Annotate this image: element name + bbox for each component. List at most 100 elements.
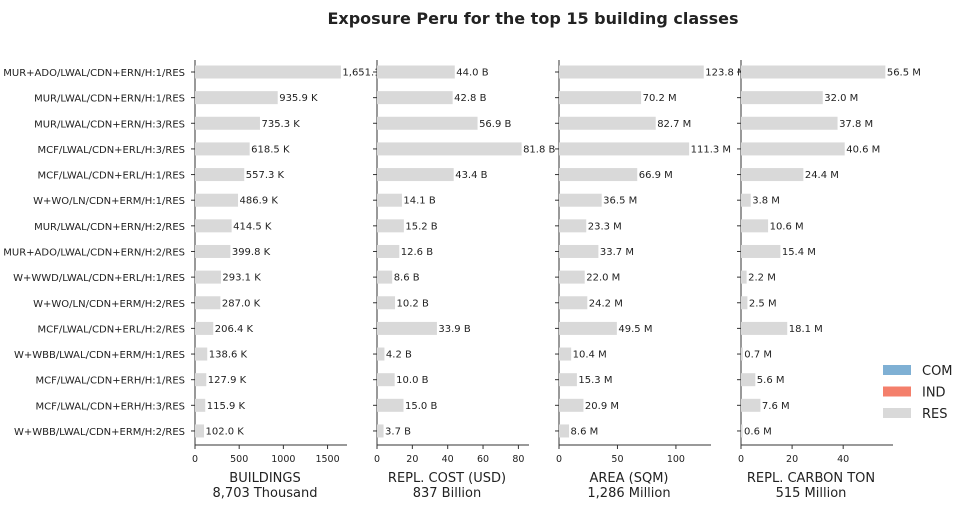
bar-value-label: 43.4 B bbox=[455, 170, 487, 181]
category-label: MUR+ADO/LWAL/CDN+ERN/H:2/RES bbox=[3, 247, 185, 258]
bar bbox=[377, 193, 402, 207]
bar-value-label: 15.3 M bbox=[578, 375, 612, 386]
category-label: MCF/LWAL/CDN+ERL/H:1/RES bbox=[38, 171, 186, 182]
bar bbox=[741, 65, 886, 79]
x-axis-label: AREA (SQM) bbox=[589, 471, 668, 486]
bar-value-label: 5.6 M bbox=[757, 375, 785, 386]
chart-legend: COM IND RES bbox=[883, 364, 953, 422]
bar bbox=[377, 373, 395, 387]
category-label: MUR+ADO/LWAL/CDN+ERN/H:1/RES bbox=[3, 68, 185, 79]
bar bbox=[195, 168, 245, 182]
category-label: MUR/LWAL/CDN+ERN/H:3/RES bbox=[34, 119, 185, 130]
legend-item: RES bbox=[883, 407, 948, 422]
bar-value-label: 10.4 M bbox=[573, 350, 607, 361]
legend-swatch bbox=[883, 386, 911, 397]
bar-value-label: 293.1 K bbox=[222, 273, 261, 284]
category-label: MUR/LWAL/CDN+ERN/H:2/RES bbox=[34, 222, 185, 233]
bar-value-label: 18.1 M bbox=[789, 324, 823, 335]
x-tick-label: 60 bbox=[477, 454, 489, 465]
x-tick-label: 0 bbox=[374, 454, 380, 465]
bar-value-label: 33.9 B bbox=[438, 324, 470, 335]
x-axis-label: REPL. COST (USD) bbox=[388, 471, 506, 486]
bar-value-label: 14.1 B bbox=[403, 196, 435, 207]
bar bbox=[377, 168, 454, 182]
bar-value-label: 2.5 M bbox=[749, 298, 777, 309]
bar bbox=[559, 270, 585, 284]
bar-value-label: 7.6 M bbox=[762, 401, 790, 412]
bar-value-label: 66.9 M bbox=[639, 170, 673, 181]
bar bbox=[195, 116, 260, 130]
bar bbox=[195, 65, 341, 79]
bar bbox=[559, 142, 690, 156]
bar bbox=[559, 91, 642, 105]
bar bbox=[377, 244, 400, 258]
bar bbox=[741, 91, 823, 105]
legend-item: COM bbox=[883, 364, 953, 379]
bar bbox=[559, 296, 588, 310]
bar bbox=[741, 219, 769, 233]
bar-value-label: 0.7 M bbox=[744, 350, 772, 361]
x-axis-total: 8,703 Thousand bbox=[213, 486, 318, 501]
bar-value-label: 935.9 K bbox=[279, 93, 318, 104]
bar-value-label: 3.8 M bbox=[752, 196, 780, 207]
category-label: W+WWD/LWAL/CDN+ERL/H:1/RES bbox=[13, 273, 185, 284]
bar bbox=[195, 373, 207, 387]
category-label: MCF/LWAL/CDN+ERH/H:1/RES bbox=[36, 376, 185, 387]
bar-value-label: 81.8 B bbox=[523, 144, 555, 155]
bar-value-label: 10.0 B bbox=[396, 375, 428, 386]
panel-3: 123.8 M 70.2 M 82.7 M 111.3 M 66.9 M 36.5 M 23… bbox=[555, 60, 746, 501]
bar-value-label: 33.7 M bbox=[600, 247, 634, 258]
panel-4: 56.5 M 32.0 M 37.8 M 40.6 M 24.4 M 3.8 M 10.6 … bbox=[737, 60, 921, 501]
panel-1: 1,651.1 935.9 K 735.3 K 618.5 K 557.3 K 486.9… bbox=[191, 60, 381, 501]
bar-value-label: 414.5 K bbox=[233, 221, 272, 232]
bar bbox=[377, 65, 455, 79]
bar-value-label: 32.0 M bbox=[824, 93, 858, 104]
bar-value-label: 486.9 K bbox=[240, 196, 279, 207]
bar-value-label: 0.6 M bbox=[744, 426, 772, 437]
bar-value-label: 102.0 K bbox=[206, 426, 245, 437]
bar bbox=[377, 91, 453, 105]
bar bbox=[741, 270, 747, 284]
category-label: W+WO/LN/CDN+ERM/H:1/RES bbox=[33, 196, 185, 207]
bar-value-label: 82.7 M bbox=[657, 119, 691, 130]
bar-value-label: 2.2 M bbox=[748, 273, 776, 284]
bar bbox=[377, 321, 437, 335]
bar-value-label: 12.6 B bbox=[401, 247, 433, 258]
bar bbox=[559, 347, 572, 361]
category-label: W+WBB/LWAL/CDN+ERM/H:1/RES bbox=[14, 350, 185, 361]
bar bbox=[377, 398, 404, 412]
bar-value-label: 111.3 M bbox=[691, 144, 731, 155]
x-tick-label: 100 bbox=[667, 454, 685, 465]
bar-value-label: 23.3 M bbox=[588, 221, 622, 232]
x-axis-total: 1,286 Million bbox=[587, 486, 670, 501]
bar bbox=[559, 193, 602, 207]
bar-value-label: 10.2 B bbox=[397, 298, 429, 309]
bar bbox=[377, 270, 393, 284]
bar bbox=[559, 116, 656, 130]
bar-value-label: 56.9 B bbox=[479, 119, 511, 130]
bar-value-label: 127.9 K bbox=[208, 375, 247, 386]
bar bbox=[377, 142, 522, 156]
bar-value-label: 15.0 B bbox=[405, 401, 437, 412]
bar-value-label: 3.7 B bbox=[385, 426, 411, 437]
panel-2: 44.0 B 42.8 B 56.9 B 81.8 B 43.4 B 14.1 B 15.2… bbox=[373, 60, 556, 501]
bar-value-label: 8.6 M bbox=[571, 426, 599, 437]
bar bbox=[195, 296, 221, 310]
bar-value-label: 24.4 M bbox=[805, 170, 839, 181]
bar bbox=[741, 347, 743, 361]
legend-label: IND bbox=[922, 386, 946, 401]
bar-value-label: 115.9 K bbox=[207, 401, 246, 412]
bar-value-label: 618.5 K bbox=[251, 144, 290, 155]
bar bbox=[559, 65, 704, 79]
bar-value-label: 42.8 B bbox=[454, 93, 486, 104]
x-axis-label: BUILDINGS bbox=[229, 471, 300, 486]
bar bbox=[741, 142, 845, 156]
bar bbox=[195, 347, 208, 361]
x-tick-label: 80 bbox=[512, 454, 524, 465]
category-label: W+WBB/LWAL/CDN+ERM/H:2/RES bbox=[14, 427, 185, 438]
bar-value-label: 36.5 M bbox=[603, 196, 637, 207]
bar bbox=[741, 373, 756, 387]
bar-value-label: 24.2 M bbox=[589, 298, 623, 309]
category-label: MCF/LWAL/CDN+ERL/H:3/RES bbox=[38, 145, 186, 156]
